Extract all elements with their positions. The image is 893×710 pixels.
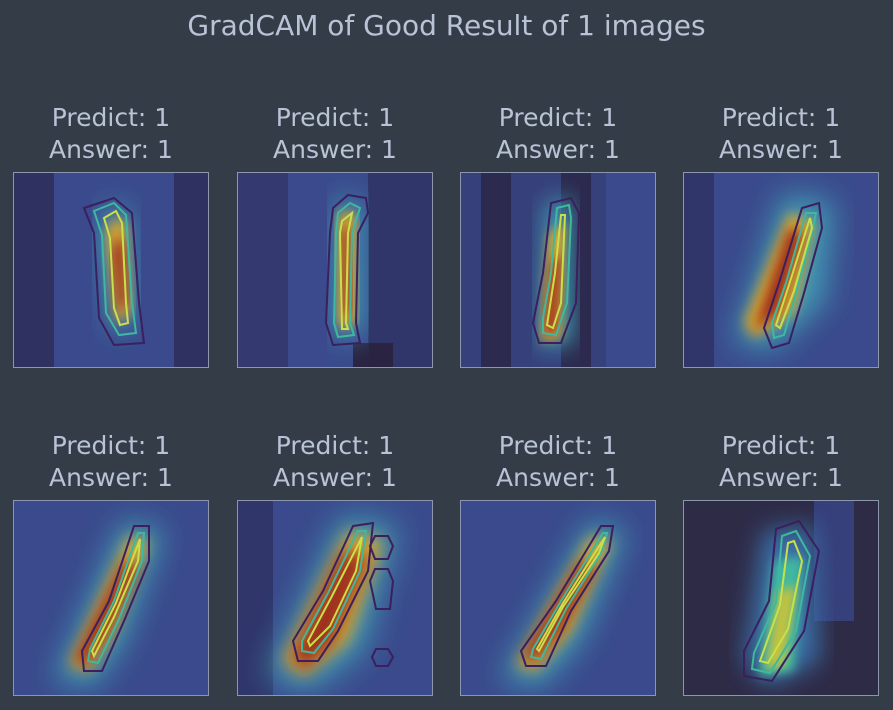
gradcam-panel-7: Predict: 1 Answer: 1	[460, 430, 656, 696]
heatmap-image	[13, 500, 209, 696]
heatmap-image	[237, 172, 433, 368]
gradcam-panel-1: Predict: 1 Answer: 1	[13, 102, 209, 368]
answer-label: Answer: 1	[49, 135, 173, 164]
heatmap-image	[460, 172, 656, 368]
answer-label: Answer: 1	[719, 463, 843, 492]
gradcam-panel-3: Predict: 1 Answer: 1	[460, 102, 656, 368]
predict-label: Predict: 1	[51, 103, 171, 132]
heatmap-image	[683, 500, 879, 696]
answer-label: Answer: 1	[273, 463, 397, 492]
predict-label: Predict: 1	[498, 431, 618, 460]
figure-title: GradCAM of Good Result of 1 images	[187, 9, 706, 42]
answer-label: Answer: 1	[273, 135, 397, 164]
gradcam-panel-2: Predict: 1 Answer: 1	[237, 102, 433, 368]
gradcam-panel-8: Predict: 1 Answer: 1	[683, 430, 879, 696]
predict-label: Predict: 1	[275, 431, 395, 460]
heatmap-image	[13, 172, 209, 368]
predict-label: Predict: 1	[721, 103, 841, 132]
gradcam-panel-5: Predict: 1 Answer: 1	[13, 430, 209, 696]
answer-label: Answer: 1	[496, 135, 620, 164]
predict-label: Predict: 1	[498, 103, 618, 132]
gradcam-panel-4: Predict: 1 Answer: 1	[683, 102, 879, 368]
answer-label: Answer: 1	[719, 135, 843, 164]
heatmap-image	[460, 500, 656, 696]
answer-label: Answer: 1	[49, 463, 173, 492]
answer-label: Answer: 1	[496, 463, 620, 492]
gradcam-panel-6: Predict: 1 Answer: 1	[237, 430, 433, 696]
predict-label: Predict: 1	[275, 103, 395, 132]
heatmap-image	[683, 172, 879, 368]
predict-label: Predict: 1	[51, 431, 171, 460]
heatmap-image	[237, 500, 433, 696]
predict-label: Predict: 1	[721, 431, 841, 460]
